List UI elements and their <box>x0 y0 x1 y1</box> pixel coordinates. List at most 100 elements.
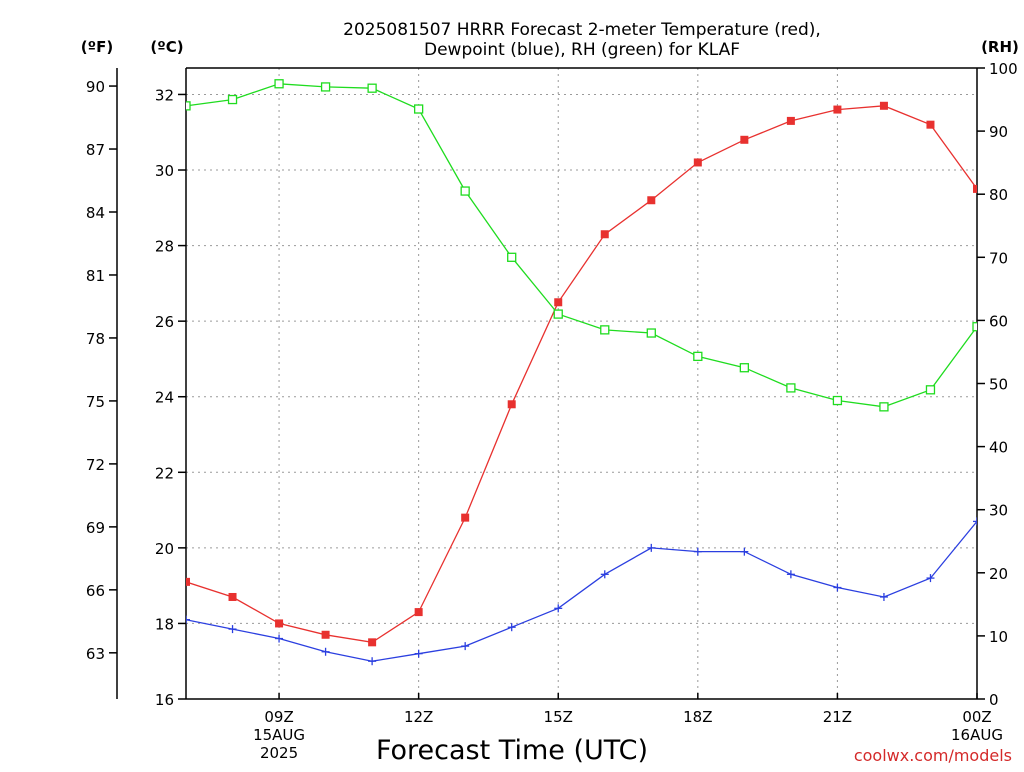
temperature-point <box>461 513 470 522</box>
x-tick-label: 2025 <box>260 744 298 762</box>
dewpoint-point <box>600 570 609 579</box>
rh-tick-label: 60 <box>989 312 1008 330</box>
dewpoint-point <box>414 649 423 658</box>
dewpoint-point <box>275 634 284 643</box>
celsius-tick-label: 32 <box>155 86 174 104</box>
x-tick-label: 15Z <box>544 708 573 726</box>
dewpoint-point <box>321 647 330 656</box>
rh-tick-label: 30 <box>989 502 1008 520</box>
temperature-point <box>186 577 190 586</box>
dewpoint-point <box>228 625 237 634</box>
temperature-point <box>414 608 423 617</box>
temperature-point <box>833 105 842 114</box>
temperature-point <box>275 619 284 628</box>
celsius-tick-label: 26 <box>155 313 174 331</box>
fahrenheit-tick-label: 87 <box>86 141 105 159</box>
dewpoint-point <box>461 642 470 651</box>
axes: 16 18 20 22 24 26 28 30 32 63 66 69 72 75 78 81 84 87 90 0 1… <box>86 60 1018 762</box>
fahrenheit-tick-label: 72 <box>86 456 105 474</box>
rh-point <box>553 309 563 319</box>
rh-point <box>186 101 191 111</box>
dewpoint-point <box>554 604 563 613</box>
rh-tick-label: 50 <box>989 376 1008 394</box>
series <box>186 79 1024 666</box>
temperature-point <box>507 400 516 409</box>
temperature-point <box>600 230 609 239</box>
temperature-point <box>228 592 237 601</box>
fahrenheit-unit-label: (ºF) <box>81 38 113 56</box>
credit-text: coolwx.com/models <box>854 746 1012 765</box>
x-tick-label: 16AUG <box>951 726 1003 744</box>
dewpoint-point <box>879 592 888 601</box>
fahrenheit-tick-label: 81 <box>86 267 105 285</box>
x-tick-label: 12Z <box>404 708 433 726</box>
dewpoint-point <box>786 570 795 579</box>
grid <box>186 68 978 700</box>
rh-tick-label: 0 <box>989 691 999 709</box>
rh-tick-label: 90 <box>989 123 1008 141</box>
dewpoint-point <box>368 657 377 666</box>
dewpoint-point <box>693 547 702 556</box>
fahrenheit-tick-label: 66 <box>86 582 105 600</box>
fahrenheit-tick-label: 78 <box>86 330 105 348</box>
rh-point <box>786 383 796 393</box>
temperature-point <box>740 135 749 144</box>
chart-title-line-2: Dewpoint (blue), RH (green) for KLAF <box>424 40 740 60</box>
temperature-series <box>186 101 977 647</box>
rh-tick-label: 70 <box>989 249 1008 267</box>
x-tick-label: 00Z <box>962 708 991 726</box>
temperature-point <box>879 101 888 110</box>
rh-point <box>600 325 610 335</box>
rh-point <box>925 385 936 395</box>
temperature-point <box>926 120 935 129</box>
rh-point <box>413 104 424 114</box>
rh-point <box>507 252 517 262</box>
rh-tick-label: 10 <box>989 628 1008 646</box>
chart-title-line-1: 2025081507 HRRR Forecast 2-meter Tempera… <box>343 20 821 40</box>
x-tick-label: 09Z <box>264 708 293 726</box>
x-tick-label: 21Z <box>823 708 852 726</box>
rh-point <box>832 395 843 406</box>
temperature-point <box>368 638 377 647</box>
celsius-tick-label: 24 <box>155 389 174 407</box>
fahrenheit-tick-label: 90 <box>86 78 105 96</box>
rh-point <box>320 82 331 92</box>
dewpoint-point <box>1020 521 1024 529</box>
rh-unit-label: (RH) <box>981 38 1019 56</box>
rh-tick-label: 80 <box>989 186 1008 204</box>
rh-point <box>972 322 977 332</box>
x-tick-label: 18Z <box>683 708 712 726</box>
temperature-point <box>973 184 977 193</box>
rh-point <box>879 402 889 412</box>
celsius-tick-label: 28 <box>155 238 174 256</box>
x-tick-label: 15AUG <box>253 726 305 744</box>
rh-point <box>227 94 238 105</box>
celsius-tick-label: 22 <box>155 464 174 482</box>
temperature-point <box>647 196 656 205</box>
rh-point <box>693 351 703 362</box>
dewpoint-point <box>973 517 977 526</box>
rh-tick-label: 20 <box>989 565 1008 583</box>
rh-tick-label: 100 <box>989 60 1018 78</box>
fahrenheit-tick-label: 69 <box>86 519 105 537</box>
rh-point <box>1020 275 1024 283</box>
fahrenheit-tick-label: 63 <box>86 645 105 663</box>
dewpoint-point <box>833 583 842 592</box>
x-axis-title: Forecast Time (UTC) <box>376 735 648 766</box>
rh-point <box>274 79 284 89</box>
celsius-tick-label: 20 <box>155 540 174 558</box>
fahrenheit-tick-label: 84 <box>86 204 105 222</box>
celsius-unit-label: (ºC) <box>150 38 183 56</box>
fahrenheit-tick-label: 75 <box>86 393 105 411</box>
rh-point <box>460 186 470 196</box>
rh-point <box>646 328 656 338</box>
celsius-tick-label: 18 <box>155 615 174 633</box>
dewpoint-point <box>647 543 656 552</box>
dewpoint-point <box>926 574 935 583</box>
rh-point <box>367 83 377 93</box>
dewpoint-point <box>740 547 749 556</box>
rh-point <box>739 363 750 373</box>
dewpoint-point <box>186 615 190 624</box>
